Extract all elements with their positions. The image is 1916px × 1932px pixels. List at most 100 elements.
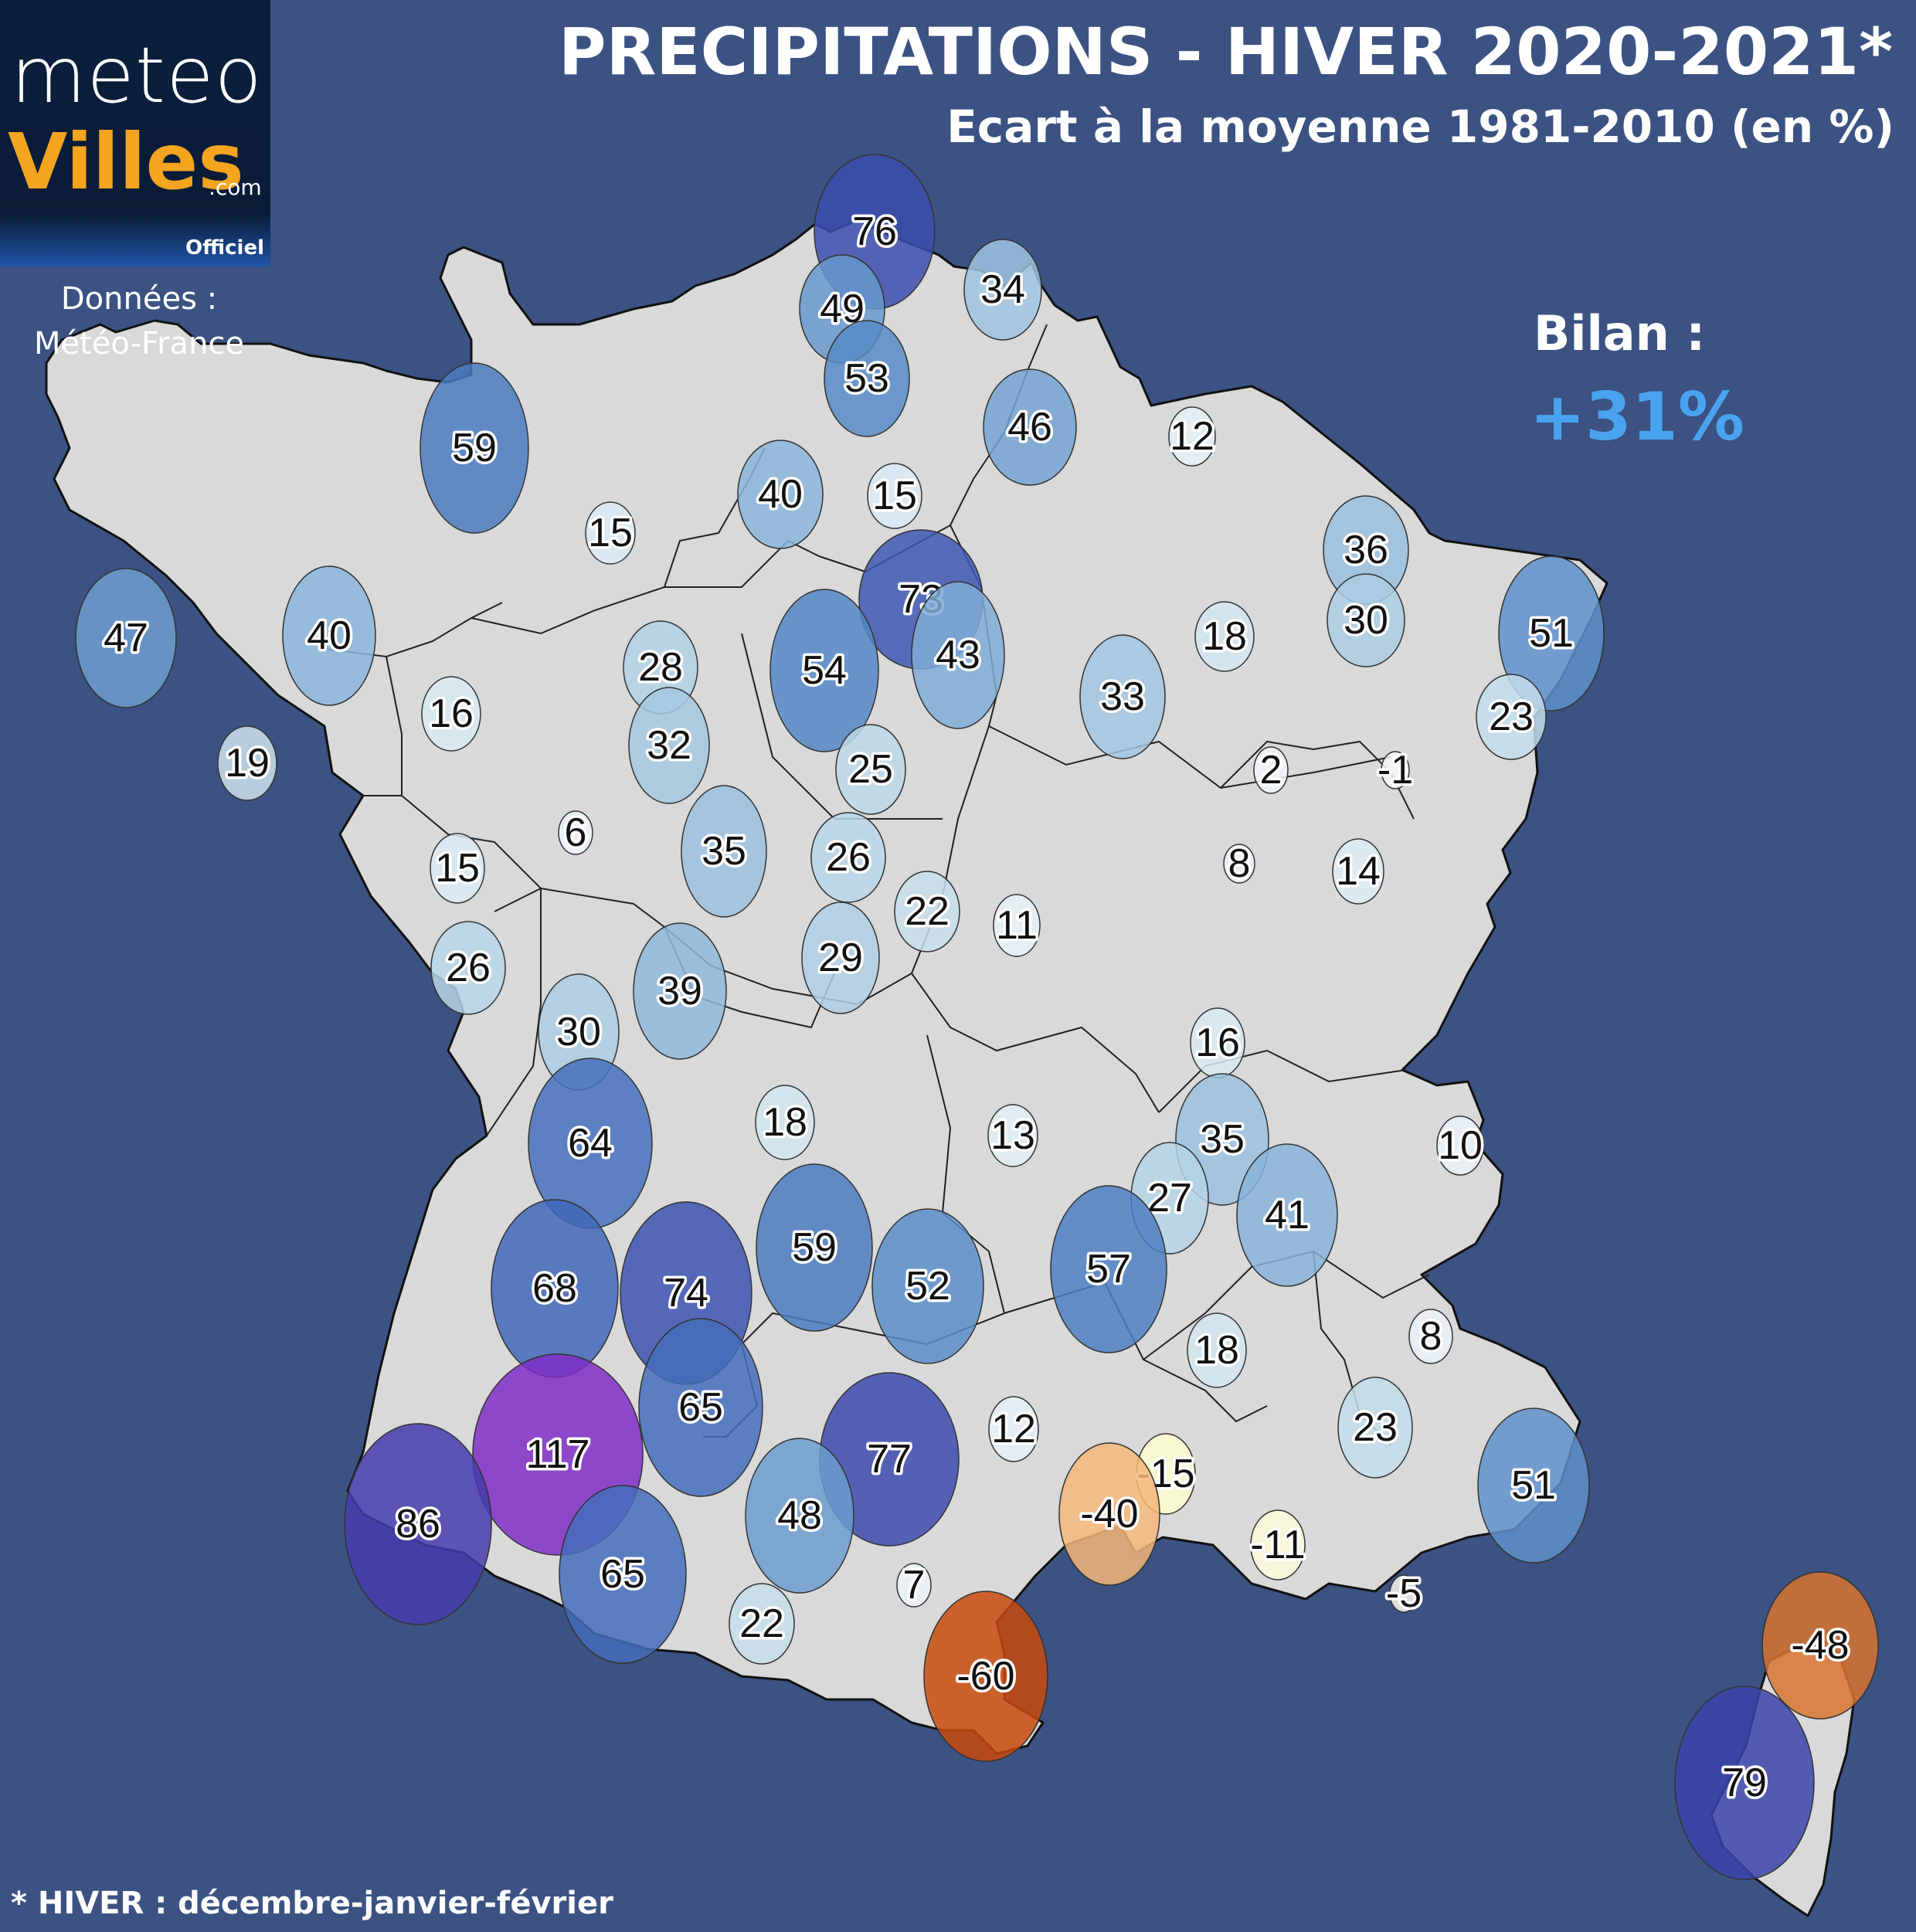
station-bubble	[420, 362, 529, 534]
station-bubble	[810, 812, 886, 903]
station-marker: 12	[988, 1396, 1039, 1462]
station-value-label: 26	[446, 946, 491, 990]
station-bubble	[987, 1104, 1038, 1167]
station-marker: 25	[835, 724, 906, 815]
station-marker: -11	[1248, 1509, 1308, 1581]
station-marker: 48	[745, 1438, 854, 1594]
station-marker: 64	[528, 1058, 653, 1229]
station-bubble	[1408, 1309, 1453, 1364]
station-bubble	[1476, 674, 1547, 760]
station-value-label: 64	[568, 1121, 613, 1166]
station-value-label: -5	[1386, 1571, 1422, 1616]
station-bubble	[1168, 406, 1216, 467]
station-value-label: 52	[905, 1264, 950, 1309]
station-marker: 43	[911, 581, 1005, 729]
station-value-label: 22	[905, 889, 950, 934]
station-bubble	[923, 1591, 1048, 1762]
station-value-label: 74	[664, 1271, 708, 1316]
station-value-label: 33	[1100, 674, 1145, 719]
station-bubble	[1477, 1407, 1590, 1564]
station-value-label: 15	[872, 474, 917, 518]
station-marker: 15	[867, 463, 922, 529]
station-marker: 33	[1079, 634, 1166, 759]
station-marker: 54	[769, 589, 879, 752]
station-bubble	[628, 687, 710, 804]
station-bubble	[282, 565, 376, 706]
logo-meteo-text: meteo	[11, 30, 263, 121]
station-marker: 29	[801, 901, 880, 1014]
station-marker: 47	[75, 568, 177, 708]
station-marker: 26	[810, 812, 886, 903]
station-bubble	[217, 725, 277, 801]
station-bubble	[1223, 844, 1255, 884]
station-marker: 8	[1223, 839, 1255, 889]
station-bubble	[1058, 1442, 1160, 1586]
station-value-label: 59	[792, 1225, 837, 1270]
station-marker: 40	[737, 440, 824, 549]
station-value-label: 41	[1265, 1193, 1310, 1238]
source-line-1: Données :	[60, 281, 218, 317]
station-bubble	[1236, 1143, 1338, 1287]
station-value-label: 25	[848, 747, 893, 792]
station-marker: 30	[1327, 573, 1405, 667]
map-title: PRECIPITATIONS - HIVER 2020-2021*	[559, 14, 1893, 90]
station-value-label: -11	[1250, 1523, 1305, 1567]
station-bubble	[1327, 573, 1405, 667]
station-marker: 12	[1167, 406, 1217, 467]
data-source: Données : Météo-France	[0, 277, 278, 366]
station-marker: 10	[1435, 1115, 1485, 1176]
station-bubble	[1079, 634, 1166, 759]
station-bubble	[867, 463, 922, 529]
station-marker: 23	[1476, 674, 1547, 760]
station-marker: 53	[824, 320, 910, 437]
station-bubble	[75, 568, 177, 708]
station-bubble	[801, 901, 880, 1014]
station-value-label: 79	[1722, 1761, 1767, 1805]
station-marker: 68	[491, 1199, 619, 1378]
station-marker: 41	[1236, 1143, 1338, 1287]
station-bubble	[633, 922, 727, 1060]
station-bubble	[421, 676, 481, 752]
station-marker: 77	[819, 1372, 960, 1547]
map-subtitle: Ecart à la moyenne 1981-2010 (en %)	[946, 100, 1894, 153]
station-bubble	[681, 785, 767, 918]
station-marker: -60	[923, 1591, 1048, 1762]
station-marker: 8	[1408, 1309, 1453, 1364]
station-marker: 18	[1194, 601, 1255, 672]
station-value-label: 18	[763, 1100, 807, 1145]
station-value-label: 12	[1170, 414, 1214, 459]
station-value-label: 22	[739, 1601, 784, 1646]
station-value-label: -40	[1080, 1492, 1138, 1536]
source-line-2: Météo-France	[33, 326, 245, 362]
station-value-label: 40	[758, 472, 803, 517]
station-bubble	[430, 833, 485, 904]
station-value-label: 23	[1353, 1405, 1398, 1450]
station-marker: 15	[430, 833, 485, 904]
station-value-label: 34	[980, 267, 1025, 312]
station-value-label: 26	[826, 835, 871, 880]
station-marker: 40	[282, 565, 376, 706]
station-value-label: 51	[1511, 1463, 1556, 1508]
station-marker: 36	[1323, 495, 1409, 605]
station-value-label: 68	[532, 1266, 577, 1311]
station-value-label: 57	[1086, 1247, 1131, 1292]
station-value-label: 30	[1344, 598, 1388, 643]
station-bubble	[638, 1318, 763, 1497]
station-bubble	[344, 1423, 492, 1625]
station-marker: -1	[1374, 745, 1415, 796]
station-bubble	[737, 440, 824, 549]
station-bubble	[896, 1563, 932, 1608]
station-value-label: 46	[1007, 405, 1052, 450]
footnote: * HIVER : décembre-janvier-février	[11, 1886, 613, 1921]
station-marker: 39	[633, 922, 727, 1060]
station-marker: -48	[1761, 1571, 1879, 1720]
station-value-label: 13	[990, 1113, 1035, 1158]
station-marker: 46	[983, 368, 1077, 486]
station-value-label: 29	[818, 935, 863, 980]
station-value-label: 117	[526, 1432, 590, 1477]
station-bubble	[871, 1208, 984, 1364]
station-bubble	[988, 1396, 1039, 1462]
station-bubble	[1187, 1312, 1247, 1388]
station-value-label: 11	[996, 903, 1038, 948]
